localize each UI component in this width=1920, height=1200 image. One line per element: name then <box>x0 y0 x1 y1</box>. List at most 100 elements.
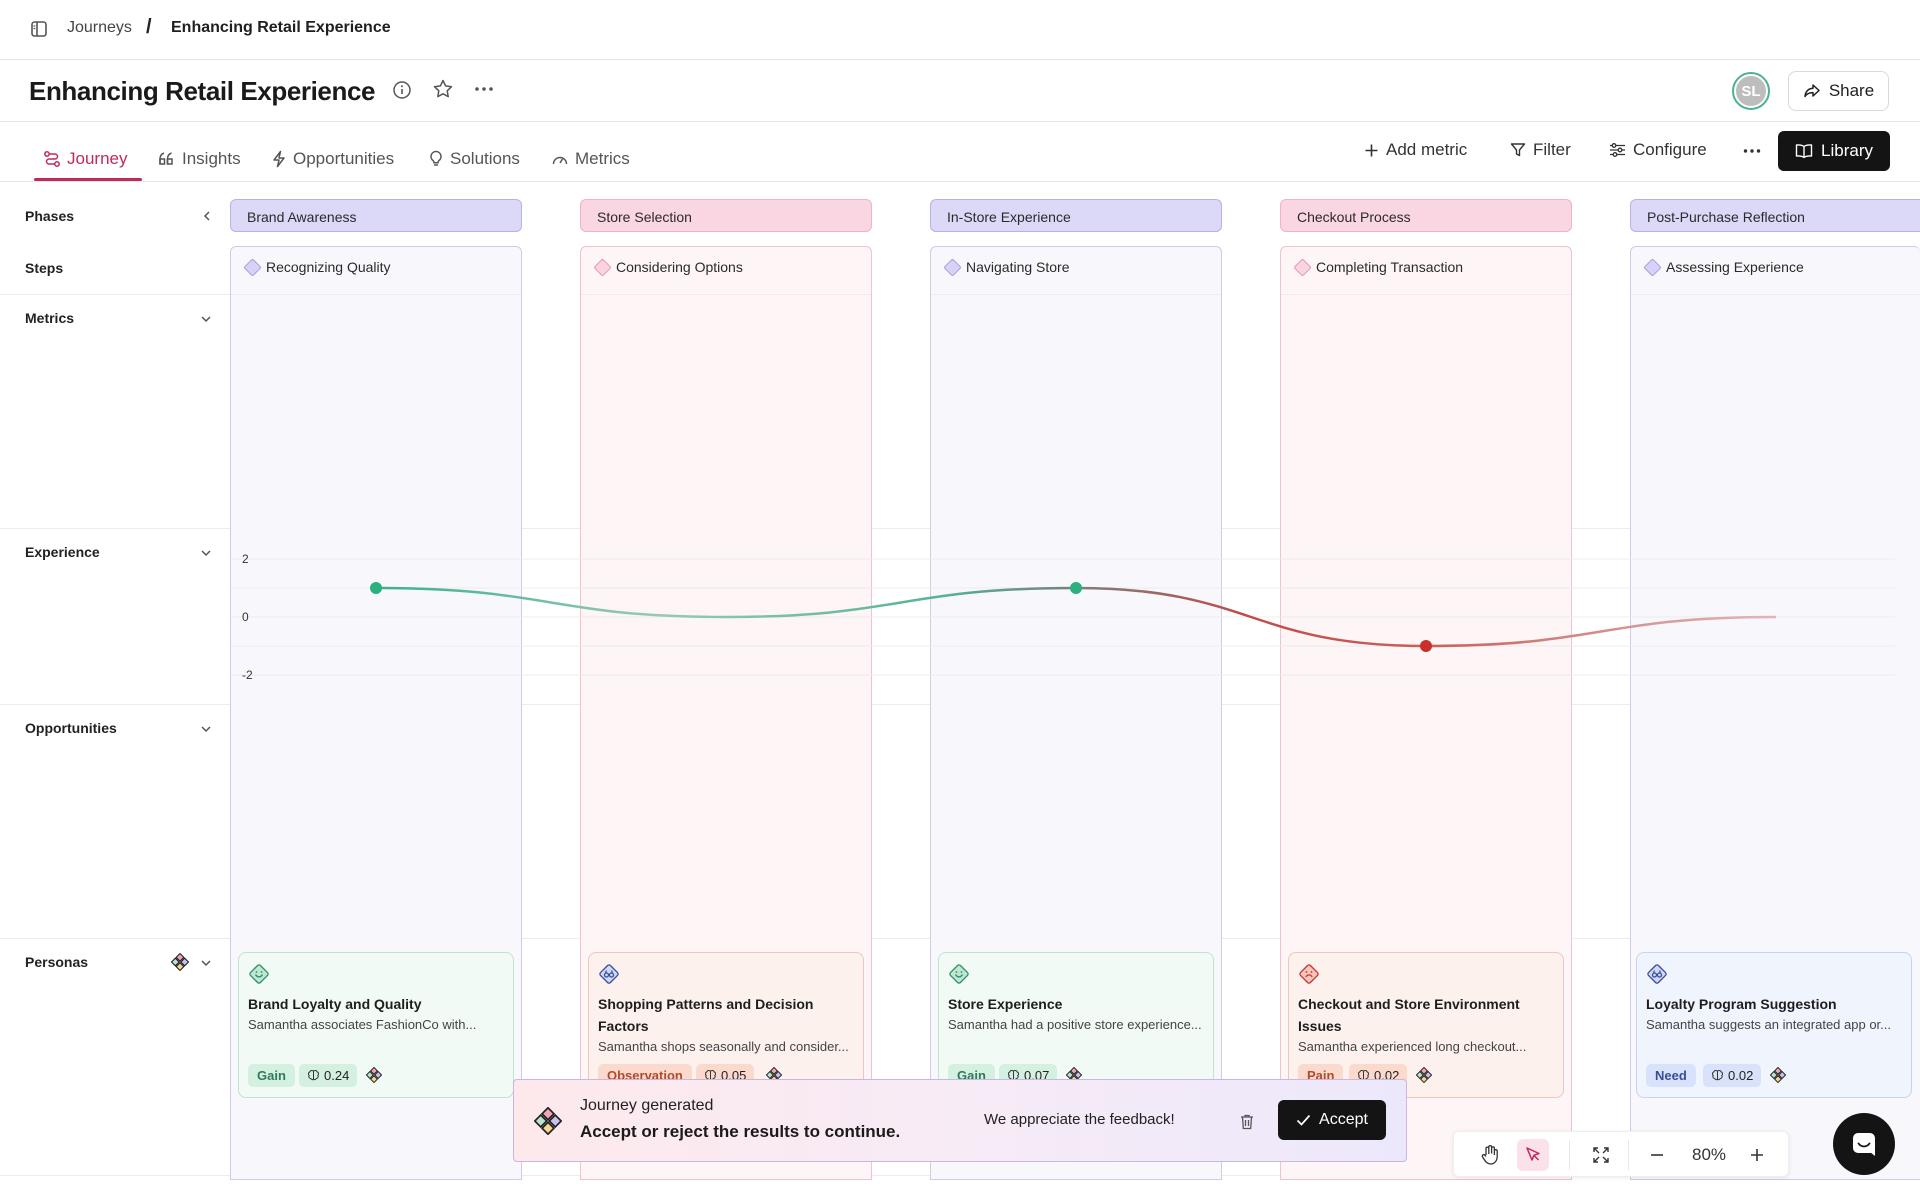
tab-metrics[interactable]: Metrics <box>551 149 630 169</box>
step-label[interactable]: Completing Transaction <box>1316 259 1464 275</box>
add-metric-label: Add metric <box>1386 140 1468 159</box>
persona-card[interactable]: Shopping Patterns and Decision Factors S… <box>588 952 864 1098</box>
step-divider <box>1281 294 1571 295</box>
experience-point[interactable] <box>1070 582 1082 594</box>
step-label[interactable]: Navigating Store <box>966 259 1070 275</box>
row-label-opportunities: Opportunities <box>25 720 117 736</box>
tab-insights[interactable]: Insights <box>158 149 241 169</box>
experience-points <box>370 582 1432 652</box>
tab-insights-label: Insights <box>182 149 241 168</box>
avatar-initials: SL <box>1736 76 1766 106</box>
share-button[interactable]: Share <box>1788 71 1889 111</box>
collapse-left-icon[interactable] <box>193 202 221 230</box>
chevron-down-icon[interactable] <box>192 715 220 743</box>
persona-card[interactable]: Checkout and Store Environment Issues Sa… <box>1288 952 1564 1098</box>
phase-header[interactable]: Brand Awareness <box>230 199 522 232</box>
trash-icon[interactable] <box>1233 1108 1261 1136</box>
chat-icon <box>1850 1130 1878 1158</box>
phase-header[interactable]: In-Store Experience <box>930 199 1222 232</box>
pointer-tool-icon[interactable] <box>1517 1139 1549 1171</box>
phase-header[interactable]: Checkout Process <box>1280 199 1572 232</box>
experience-point[interactable] <box>1420 640 1432 652</box>
toast-title: Journey generated <box>580 1097 714 1114</box>
chevron-down-icon[interactable] <box>192 539 220 567</box>
share-label: Share <box>1828 81 1875 100</box>
chevron-down-icon[interactable] <box>192 949 220 977</box>
plus-icon <box>1365 144 1378 156</box>
tab-solutions-label: Solutions <box>450 149 520 168</box>
top-bar: Journeys / Enhancing Retail Experience <box>0 0 1920 60</box>
accept-button[interactable]: Accept <box>1278 1100 1386 1140</box>
step-divider <box>581 294 871 295</box>
tab-metrics-label: Metrics <box>575 149 630 168</box>
zoom-in-icon[interactable] <box>1741 1139 1773 1171</box>
filter-icon <box>1510 143 1526 157</box>
row-label-phases: Phases <box>25 208 75 224</box>
journey-icon <box>44 151 60 167</box>
journey-generated-toast: Journey generated Accept or reject the r… <box>513 1079 1407 1162</box>
experience-point[interactable] <box>370 582 382 594</box>
toolbar-divider <box>1628 1140 1629 1170</box>
step-label[interactable]: Assessing Experience <box>1666 259 1804 275</box>
persona-card[interactable]: Loyalty Program Suggestion Samantha sugg… <box>1636 952 1912 1098</box>
brain-icon <box>1711 1069 1724 1082</box>
toolbar-more-icon[interactable] <box>1738 137 1766 165</box>
add-metric-button[interactable]: Add metric <box>1364 140 1467 160</box>
chat-button[interactable] <box>1833 1113 1895 1175</box>
phase-header[interactable]: Store Selection <box>580 199 872 232</box>
tab-opportunities[interactable]: Opportunities <box>271 149 394 169</box>
active-tab-indicator <box>34 178 142 181</box>
tab-journey-label: Journey <box>67 149 128 168</box>
step-label[interactable]: Recognizing Quality <box>266 259 391 275</box>
step-divider <box>1631 294 1920 295</box>
score-value: 0.02 <box>1728 1068 1754 1083</box>
tab-journey[interactable]: Journey <box>43 149 127 169</box>
tag-badge: Gain <box>248 1064 295 1087</box>
persona-logo-icon <box>167 949 193 975</box>
more-options-icon[interactable] <box>470 75 498 103</box>
persona-card-description: Samantha suggests an integrated app or..… <box>1646 1017 1892 1032</box>
info-icon[interactable] <box>388 76 416 104</box>
hand-tool-icon[interactable] <box>1474 1139 1506 1171</box>
breadcrumb-journeys[interactable]: Journeys <box>67 19 132 36</box>
gauge-icon <box>552 156 568 165</box>
toast-message: Accept or reject the results to continue… <box>580 1122 901 1141</box>
brain-icon <box>307 1069 320 1082</box>
sidebar-toggle-icon[interactable] <box>25 15 53 43</box>
happy-face-icon <box>247 962 271 986</box>
persona-card-description: Samantha had a positive store experience… <box>948 1017 1202 1032</box>
title-bar: Enhancing Retail Experience SL Share <box>0 60 1920 122</box>
persona-card-title: Store Experience <box>948 996 1063 1012</box>
check-icon <box>1296 1114 1311 1126</box>
persona-card-description: Samantha experienced long checkout... <box>1298 1039 1527 1054</box>
persona-card[interactable]: Brand Loyalty and Quality Samantha assoc… <box>238 952 514 1098</box>
avatar[interactable]: SL <box>1732 72 1770 110</box>
library-button[interactable]: Library <box>1778 131 1890 171</box>
experience-grid <box>231 558 1895 676</box>
page-title: Enhancing Retail Experience <box>29 76 376 106</box>
persona-logo-icon <box>534 1107 562 1135</box>
fit-screen-icon[interactable] <box>1585 1139 1617 1171</box>
observation-icon <box>597 962 621 986</box>
accept-label: Accept <box>1319 1111 1368 1128</box>
configure-button[interactable]: Configure <box>1609 140 1707 160</box>
experience-chart: 2 0 -2 <box>231 552 1895 682</box>
persona-card[interactable]: Store Experience Samantha had a positive… <box>938 952 1214 1098</box>
chevron-down-icon[interactable] <box>192 305 220 333</box>
star-icon[interactable] <box>429 75 457 103</box>
persona-card-description: Samantha shops seasonally and consider..… <box>598 1039 849 1054</box>
canvas-toolbar: 80% <box>1453 1131 1789 1177</box>
zoom-out-icon[interactable] <box>1641 1139 1673 1171</box>
filter-button[interactable]: Filter <box>1510 140 1571 160</box>
step-label[interactable]: Considering Options <box>616 259 743 275</box>
step-divider <box>931 294 1221 295</box>
score-value: 0.24 <box>324 1068 350 1083</box>
toolbar-divider <box>1569 1140 1570 1170</box>
phase-header[interactable]: Post-Purchase Reflection <box>1630 199 1920 232</box>
tab-solutions[interactable]: Solutions <box>428 149 520 169</box>
bolt-icon <box>273 150 285 168</box>
row-label-steps: Steps <box>25 260 64 276</box>
row-label-experience: Experience <box>25 544 100 560</box>
zoom-level: 80% <box>1691 1145 1727 1164</box>
persona-card-title: Shopping Patterns and Decision Factors <box>598 996 814 1034</box>
